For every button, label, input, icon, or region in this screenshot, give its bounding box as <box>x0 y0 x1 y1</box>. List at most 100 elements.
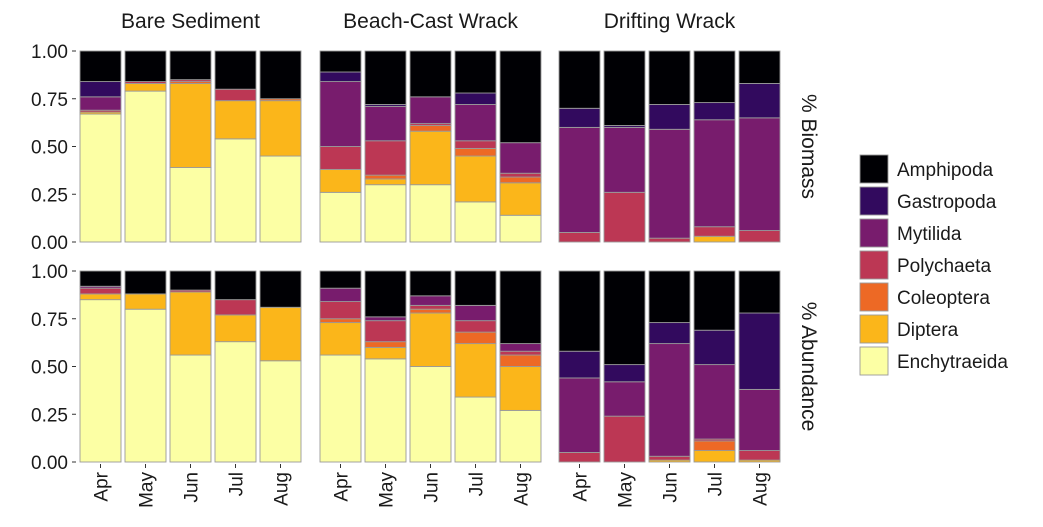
y-tick-label: 0.75 <box>31 310 68 331</box>
bar-segment-amphipoda-jul <box>214 270 257 301</box>
bar-jun <box>409 50 452 243</box>
y-tick-label: 0.75 <box>31 90 68 111</box>
bar-segment-mytilida-apr <box>79 96 122 111</box>
bar-segment-mytilida-jun <box>409 96 452 125</box>
bar-segment-mytilida-apr <box>319 287 362 303</box>
bar-segment-mytilida-may <box>603 381 646 417</box>
bar-apr <box>558 270 601 463</box>
bar-segment-amphipoda-aug <box>259 50 302 100</box>
bar-segment-polychaeta-jul <box>454 320 497 333</box>
bar-segment-coleoptera-jul <box>454 147 497 157</box>
facet-labels: Bare Sediment Beach-Cast Wrack Drifting Wr… <box>121 10 820 431</box>
bar-segment-amphipoda-apr <box>319 270 362 289</box>
bar-aug <box>738 50 781 243</box>
bar-segment-enchytraeida-jul <box>454 396 497 463</box>
legend-swatch <box>859 346 889 376</box>
bar-segment-gastropoda-jul <box>693 329 736 366</box>
bar-segment-amphipoda-jun <box>409 270 452 297</box>
bar-segment-polychaeta-jun <box>409 304 452 310</box>
bar-may <box>364 270 407 463</box>
legend-item-polychaeta: Polychaeta <box>859 250 991 280</box>
legend-item-mytilida: Mytilida <box>859 218 962 248</box>
bar-segment-polychaeta-jul <box>214 299 257 316</box>
panels <box>79 50 781 463</box>
bar-segment-enchytraeida-jun <box>409 184 452 243</box>
bar-segment-mytilida-may <box>364 316 407 322</box>
bar-segment-diptera-may <box>364 346 407 360</box>
bar-aug <box>499 50 542 243</box>
bar-segment-amphipoda-aug <box>499 50 542 144</box>
bar-segment-gastropoda-apr <box>319 71 362 83</box>
bar-segment-diptera-jul <box>693 450 736 463</box>
bar-jul <box>214 270 257 463</box>
bar-segment-mytilida-jun <box>409 295 452 306</box>
bar-jul <box>214 50 257 243</box>
legend-label: Gastropoda <box>897 192 997 213</box>
panel-beach-cast-wrack-biomass <box>319 50 542 243</box>
bar-segment-diptera-jul <box>454 343 497 398</box>
bar-jul <box>454 50 497 243</box>
bar-segment-amphipoda-jul <box>454 270 497 306</box>
bar-segment-amphipoda-aug <box>499 270 542 345</box>
bar-segment-amphipoda-apr <box>558 50 601 109</box>
bar-segment-polychaeta-may <box>364 140 407 176</box>
bar-segment-amphipoda-jul <box>693 270 736 331</box>
bar-segment-mytilida-aug <box>738 388 781 451</box>
bar-segment-gastropoda-apr <box>79 81 122 98</box>
bar-segment-mytilida-jul <box>693 119 736 228</box>
legend-swatch <box>859 250 889 280</box>
bar-segment-polychaeta-apr <box>319 146 362 170</box>
bar-segment-enchytraeida-jun <box>409 366 452 463</box>
bar-segment-enchytraeida-may <box>124 308 167 463</box>
x-tick-label-jul: Jul <box>706 472 727 496</box>
bar-jul <box>693 50 736 243</box>
bar-segment-gastropoda-aug <box>738 83 781 119</box>
bar-segment-enchytraeida-may <box>364 358 407 463</box>
bar-apr <box>79 270 122 463</box>
bar-jun <box>409 270 452 463</box>
bar-segment-polychaeta-may <box>364 320 407 343</box>
bar-jun <box>169 270 212 463</box>
bar-segment-amphipoda-apr <box>79 50 122 83</box>
bar-segment-gastropoda-jul <box>454 92 497 105</box>
x-tick-label-may: May <box>377 472 398 508</box>
x-tick-label-jun: Jun <box>182 472 203 503</box>
bar-segment-coleoptera-aug <box>499 176 542 184</box>
bar-segment-gastropoda-apr <box>558 350 601 379</box>
bar-segment-enchytraeida-jul <box>214 341 257 463</box>
bar-segment-mytilida-jun <box>648 128 691 239</box>
bar-segment-enchytraeida-apr <box>79 113 122 243</box>
bar-segment-diptera-apr <box>79 293 122 301</box>
panel-drifting-wrack-biomass <box>558 50 781 243</box>
x-tick-label-may: May <box>137 472 158 508</box>
bar-apr <box>319 270 362 463</box>
legend-swatch <box>859 154 889 184</box>
bar-segment-amphipoda-may <box>124 50 167 83</box>
bar-segment-mytilida-apr <box>319 81 362 147</box>
bar-segment-amphipoda-jul <box>693 50 736 104</box>
bar-segment-polychaeta-aug <box>738 230 781 243</box>
bar-aug <box>499 270 542 463</box>
bar-apr <box>319 50 362 243</box>
bar-segment-amphipoda-may <box>124 270 167 295</box>
bar-segment-polychaeta-apr <box>79 287 122 295</box>
bar-segment-enchytraeida-aug <box>259 360 302 463</box>
bar-segment-enchytraeida-apr <box>319 191 362 243</box>
bar-segment-polychaeta-jul <box>214 88 257 102</box>
x-tick-label-jun: Jun <box>661 472 682 503</box>
x-tick-label-apr: Apr <box>332 471 353 501</box>
bar-segment-gastropoda-jun <box>648 104 691 130</box>
bar-segment-mytilida-jul <box>454 104 497 142</box>
bar-segment-gastropoda-apr <box>558 107 601 128</box>
y-tick-label: 0.00 <box>31 453 68 474</box>
bar-segment-amphipoda-may <box>364 270 407 318</box>
y-tick-label: 0.50 <box>31 358 68 379</box>
bar-segment-amphipoda-jun <box>648 50 691 105</box>
legend-item-coleoptera: Coleoptera <box>859 282 990 312</box>
bar-segment-amphipoda-may <box>603 270 646 366</box>
bar-segment-amphipoda-apr <box>79 270 122 287</box>
bar-segment-coleoptera-jul <box>693 440 736 451</box>
bar-segment-diptera-may <box>124 83 167 92</box>
bar-segment-amphipoda-jul <box>214 50 257 90</box>
